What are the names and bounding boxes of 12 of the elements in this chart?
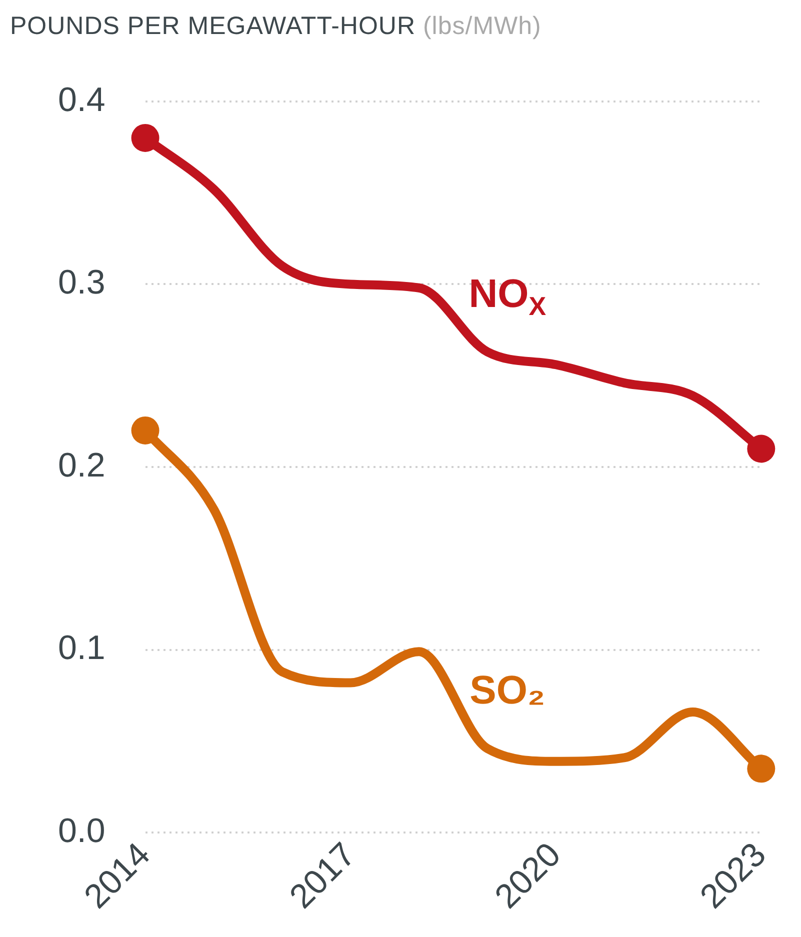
series-label: SO₂ [470, 668, 546, 713]
y-tick-label: 0.4 [58, 80, 106, 119]
point [747, 434, 776, 463]
y-axis-title: (lbs/MWh) [422, 12, 542, 40]
y-tick-label: 0.3 [58, 264, 106, 302]
chart-title: POUNDS PER MEGAWATT-HOUR [10, 12, 416, 40]
y-tick-label: 0.0 [58, 812, 106, 850]
point [747, 754, 776, 783]
y-tick-label: 0.1 [58, 629, 106, 668]
point [131, 416, 160, 444]
point [131, 124, 160, 152]
y-tick-label: 0.2 [58, 446, 106, 484]
